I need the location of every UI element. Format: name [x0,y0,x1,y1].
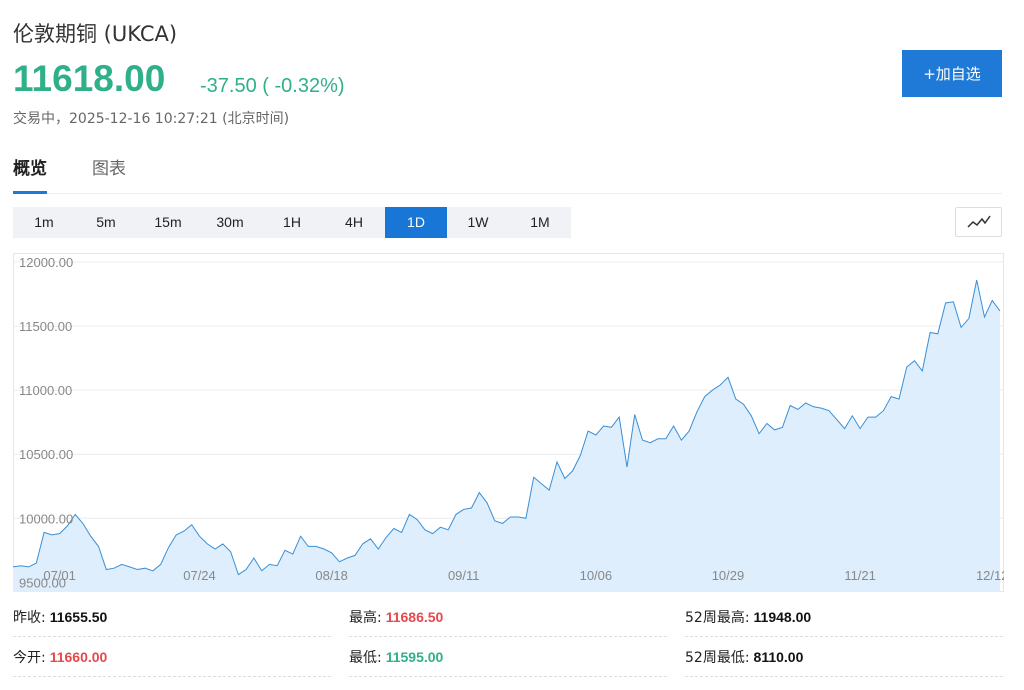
stat: 昨收: 11655.50 [13,598,331,637]
stat: 52周最低: 8110.00 [685,638,1003,677]
period-button[interactable]: 15m [154,214,182,230]
y-tick-label: 10000.00 [19,511,73,526]
period-button[interactable]: 5m [96,214,116,230]
x-tick-label: 12/12 [976,568,1004,583]
period-button[interactable]: 30m [216,214,244,230]
stat: 最高: 11686.50 [349,598,667,637]
x-tick-label: 09/11 [448,568,480,583]
stat-label: 今开: [13,650,46,666]
stat-label: 最低: [349,650,382,666]
period-button[interactable]: 4H [345,214,363,230]
stat: 52周最高: 11948.00 [685,598,1003,637]
y-tick-label: 11500.00 [19,319,72,334]
stat-label: 最高: [349,610,382,626]
price-change: -37.50 ( -0.32%) [200,75,345,97]
stat-value: 11686.50 [385,609,444,625]
chart-style-button[interactable] [955,207,1002,237]
period-bar: 1m 5m 15m 30m 1H 4H 1D 1W 1M [13,207,571,238]
title: 伦敦期铜 (UKCA) [13,22,178,46]
x-tick-label: 11/21 [844,568,876,583]
line [13,279,1001,576]
x-tick-label: 07/24 [183,568,216,583]
stat-label: 52周最高: [685,610,750,626]
stat-value: 8110.00 [753,649,804,665]
x-tick-label: 10/29 [712,568,745,583]
tab[interactable]: 概览 [13,155,47,194]
tabs: 概览 图表 [13,155,1002,194]
x-tick-label: 07/01 [43,568,76,583]
x-tick-label: 10/06 [580,568,613,583]
chart-style-icon [967,215,991,228]
x-tick-label: 08/18 [315,568,348,583]
y-tick-label: 9500.00 [19,575,66,590]
period-button[interactable]: 1W [467,214,489,230]
area [13,280,1000,592]
stat-value: 11595.00 [385,649,444,665]
price: 11618.00 [13,58,166,99]
stat: 今开: 11660.00 [13,638,331,677]
stat-value: 11948.00 [753,609,812,625]
stat-value: 11660.00 [49,649,108,665]
tab[interactable]: 图表 [92,159,126,179]
period-button[interactable]: 1D [385,207,447,238]
y-tick-label: 12000.00 [19,255,73,270]
period-button[interactable]: 1m [34,214,54,230]
stat-label: 昨收: [13,610,46,626]
period-button[interactable]: 1H [283,214,301,230]
add-watchlist-button[interactable]: +加自选 [902,50,1002,97]
stat-value: 11655.50 [49,609,108,625]
y-tick-label: 10500.00 [19,447,73,462]
chart: 9500.00 10000.00 10500.00 11000.00 11500.00 1… [13,253,1004,592]
stat: 最低: 11595.00 [349,638,667,677]
y-tick-label: 11000.00 [19,383,72,398]
stat-label: 52周最低: [685,650,750,666]
status: 交易中，2025-12-16 10:27:21 (北京时间) [13,111,290,127]
period-button[interactable]: 1M [530,214,550,230]
